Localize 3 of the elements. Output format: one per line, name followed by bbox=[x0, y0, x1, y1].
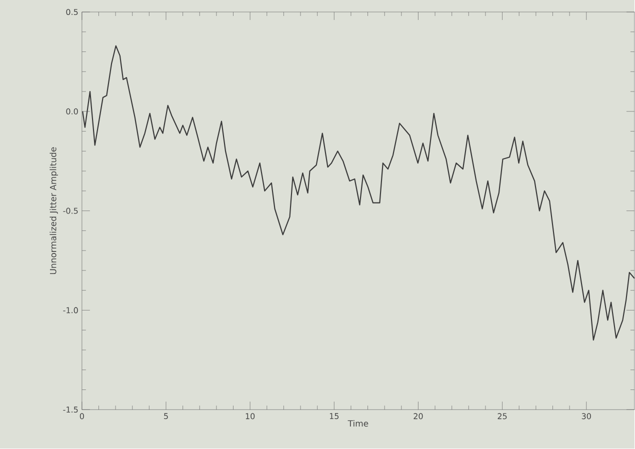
line-series bbox=[82, 45, 635, 341]
y-axis-title: Unnormalized Jitter Amplitude bbox=[50, 147, 58, 274]
x-axis-title: Time bbox=[348, 420, 368, 427]
